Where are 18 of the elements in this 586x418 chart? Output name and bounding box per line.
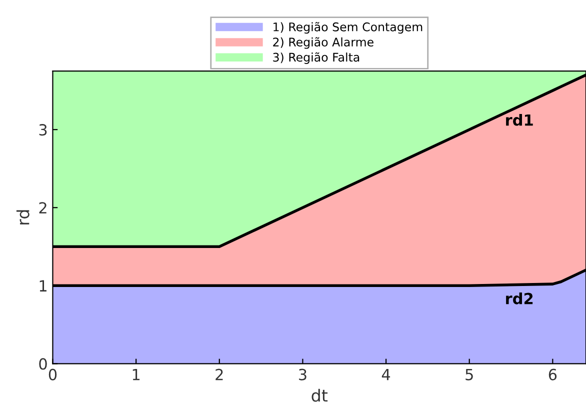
- annotation: rd1: [506, 114, 533, 126]
- x-tick-label: 1: [132, 368, 140, 380]
- x-axis-title: dt: [312, 388, 328, 402]
- y-tick-label: 1: [40, 280, 46, 292]
- legend-label: 1) Região Sem Contagem: [274, 22, 422, 34]
- legend-label: 3) Região Falta: [273, 52, 360, 64]
- legend-label: 2) Região Alarme: [273, 37, 374, 49]
- x-tick-label: 5: [466, 368, 473, 380]
- x-tick-label: 4: [382, 368, 390, 380]
- y-axis-title: rd: [16, 210, 30, 224]
- y-tick-label: 0: [39, 358, 47, 370]
- x-tick-label: 3: [299, 368, 306, 380]
- annotation: rd2: [506, 292, 533, 304]
- y-tick-label: 3: [39, 124, 47, 136]
- x-tick-label: 6: [548, 368, 557, 380]
- x-tick-label: 0: [48, 368, 57, 380]
- x-tick-label: 2: [216, 368, 223, 380]
- y-tick-label: 2: [39, 202, 46, 214]
